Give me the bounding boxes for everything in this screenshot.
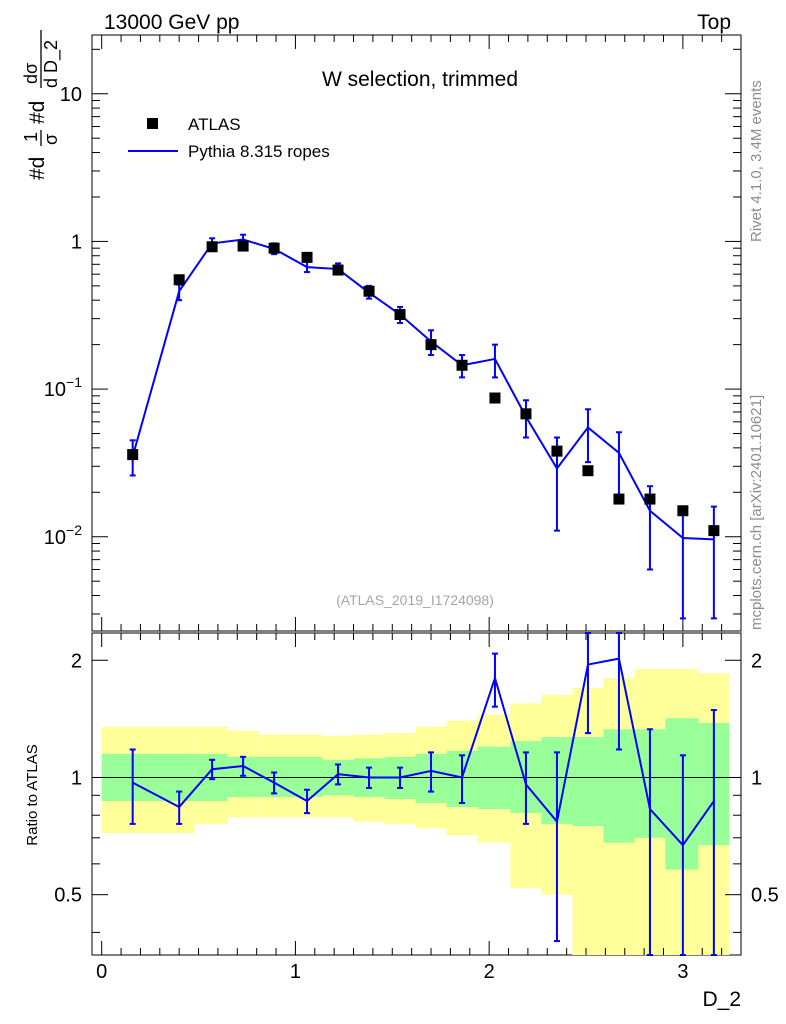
main-ylabel: #d 1 σ #d dσ d D_2 <box>21 30 62 180</box>
y-tick-main-label-base: 10 <box>44 527 66 549</box>
x-tick-label: 2 <box>484 961 495 983</box>
atlas-point <box>268 242 280 254</box>
y-tick-main-label-exp: −2 <box>66 522 82 538</box>
atlas-point <box>456 359 468 371</box>
atlas-point <box>677 505 689 517</box>
y-tick-main-label-base: 10 <box>44 379 66 401</box>
legend-pythia-label: Pythia 8.315 ropes <box>188 142 330 161</box>
ylabel-dsigma: dσ <box>21 63 41 84</box>
x-tick-label: 1 <box>290 961 301 983</box>
y-tick-main-label: 10−1 <box>44 374 82 401</box>
atlas-point <box>489 392 501 404</box>
y-tick-main-label-base: 10 <box>60 84 82 106</box>
atlas-point <box>363 285 375 297</box>
atlas-point <box>332 264 344 276</box>
ratio-series <box>129 632 717 956</box>
atlas-point <box>425 339 437 351</box>
atlas-point <box>551 445 563 457</box>
analysis-label: (ATLAS_2019_I1724098) <box>336 592 494 608</box>
y-tick-main-label: 1 <box>71 231 82 253</box>
atlas-point <box>206 241 218 253</box>
ylabel-d1: #d <box>26 157 49 180</box>
atlas-point <box>520 408 532 420</box>
atlas-point <box>613 493 625 505</box>
y-tick-ratio-label-left: 0.5 <box>54 885 82 907</box>
atlas-point <box>127 449 139 461</box>
pythia-line <box>131 238 714 541</box>
mcplots-label: mcplots.cern.ch [arXiv:2401.10621] <box>748 395 765 630</box>
x-tick-label: 0 <box>96 961 107 983</box>
y-tick-ratio-label-right: 0.5 <box>751 885 779 907</box>
atlas-point <box>644 493 656 505</box>
y-tick-ratio-label-left: 2 <box>71 650 82 672</box>
y-tick-main-label: 10 <box>60 84 82 106</box>
legend-atlas-label: ATLAS <box>188 115 241 134</box>
plot-title: W selection, trimmed <box>322 68 518 91</box>
main-frame <box>91 34 742 632</box>
y-tick-main-label-exp: −1 <box>66 374 82 390</box>
atlas-point <box>708 525 720 537</box>
atlas-point <box>237 240 249 252</box>
axis-ticks <box>92 35 741 955</box>
header-left: 13000 GeV pp <box>104 11 239 34</box>
x-tick-label: 3 <box>677 961 688 983</box>
y-tick-main-label-base: 1 <box>71 231 82 253</box>
ylabel-dd2: d D_2 <box>41 40 62 88</box>
header-right: Top <box>697 11 731 34</box>
pythia-series <box>129 233 717 620</box>
y-tick-main-label: 10−2 <box>44 522 82 549</box>
ylabel-sigma: σ <box>41 134 61 145</box>
atlas-point <box>301 251 313 263</box>
atlas-series <box>127 240 720 537</box>
atlas-point <box>173 274 185 286</box>
ylabel-d2: #d <box>26 101 49 124</box>
ratio-bands <box>101 668 730 955</box>
ratio-ylabel: Ratio to ATLAS <box>24 744 41 845</box>
atlas-point <box>582 465 594 477</box>
band-inner-bin <box>572 737 604 827</box>
x-axis-label: D_2 <box>702 988 741 1011</box>
y-tick-ratio-label-left: 1 <box>71 767 82 789</box>
rivet-label: Rivet 4.1.0, 3.4M events <box>748 80 765 242</box>
ylabel-one: 1 <box>21 132 41 142</box>
y-tick-ratio-label-right: 1 <box>751 767 762 789</box>
legend-atlas-marker <box>147 118 158 129</box>
ratio-frame <box>91 632 742 956</box>
atlas-point <box>394 308 406 320</box>
y-tick-ratio-label-right: 2 <box>751 650 762 672</box>
